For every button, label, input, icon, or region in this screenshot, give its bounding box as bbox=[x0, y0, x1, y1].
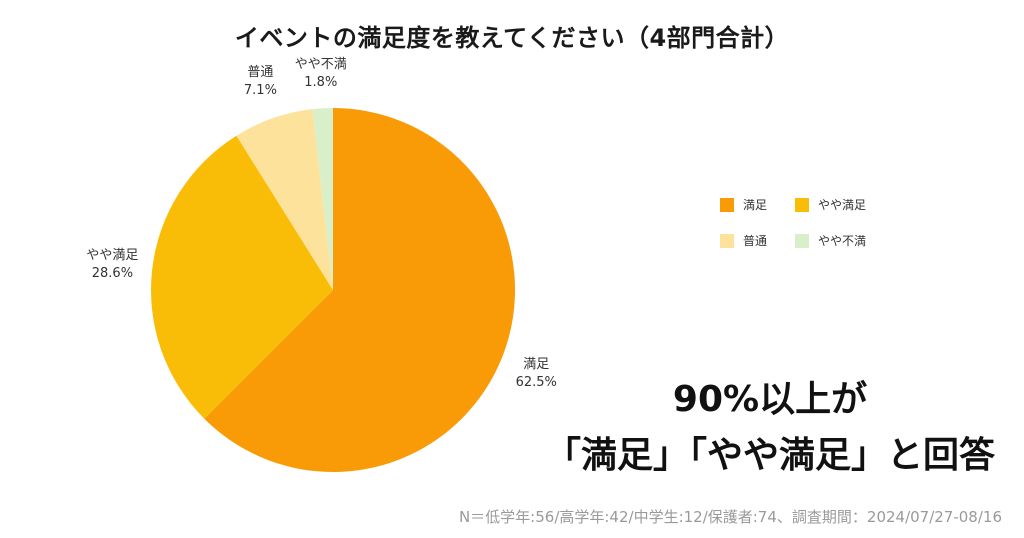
chart-title: イベントの満足度を教えてください（4部門合計） bbox=[234, 24, 790, 52]
slice-label-name: やや満足 bbox=[86, 247, 139, 263]
legend-item-neutral: 普通 bbox=[720, 232, 767, 249]
slice-label-value: 62.5% bbox=[515, 375, 557, 391]
pie-slice-satisfied bbox=[204, 108, 516, 472]
legend-item-satisfied: 満足 bbox=[720, 196, 767, 213]
legend-label-somewhat-dissatisfied: やや不満 bbox=[818, 234, 867, 248]
summary-message: 90%以上が 「満足」「やや満足」と回答 bbox=[520, 372, 1020, 484]
slice-label-neutral: 普通 7.1% bbox=[228, 64, 292, 100]
slice-label-somewhat-satisfied: やや満足 28.6% bbox=[80, 247, 144, 283]
slice-label-value: 28.6% bbox=[91, 265, 134, 281]
legend-swatch-satisfied bbox=[720, 197, 734, 212]
slice-label-value: 7.1% bbox=[243, 83, 277, 99]
slice-label-name: 普通 bbox=[247, 65, 274, 81]
slice-label-name: 満足 bbox=[523, 357, 550, 373]
legend-label-neutral: 普通 bbox=[743, 234, 768, 248]
survey-footnote: N＝低学年:56/高学年:42/中学生:12/保護者:74、調査期間：2024/… bbox=[458, 508, 1002, 526]
summary-line-1: 90%以上が bbox=[672, 379, 868, 420]
legend-swatch-somewhat-dissatisfied bbox=[795, 233, 809, 248]
legend-swatch-somewhat-satisfied bbox=[795, 197, 809, 212]
pie-slice-neutral bbox=[236, 109, 333, 290]
slice-label-somewhat-dissatisfied: やや不満 1.8% bbox=[289, 56, 353, 92]
pie-slice-somewhat-dissatisfied bbox=[312, 108, 333, 290]
legend-label-satisfied: 満足 bbox=[743, 198, 768, 212]
legend-label-somewhat-satisfied: やや満足 bbox=[818, 198, 867, 212]
slice-label-name: やや不満 bbox=[294, 57, 347, 73]
pie-slice-somewhat-satisfied bbox=[151, 135, 333, 419]
legend-item-somewhat-dissatisfied: やや不満 bbox=[795, 232, 866, 249]
legend-swatch-neutral bbox=[720, 233, 734, 248]
legend-item-somewhat-satisfied: やや満足 bbox=[795, 196, 866, 213]
slice-label-satisfied: 満足 62.5% bbox=[504, 356, 568, 392]
slice-label-value: 1.8% bbox=[304, 75, 338, 91]
summary-line-2: 「満足」「やや満足」と回答 bbox=[544, 435, 995, 476]
